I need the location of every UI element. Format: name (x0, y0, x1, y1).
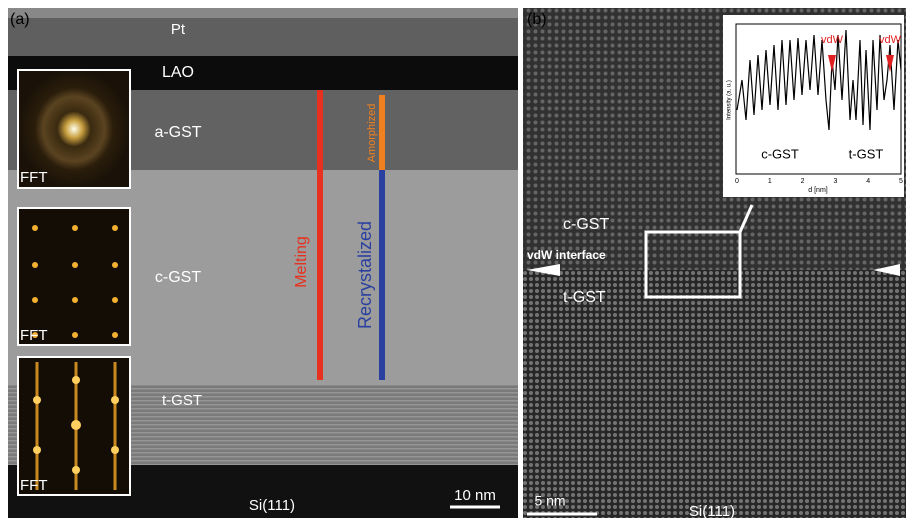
panel-label: (a) (10, 11, 30, 28)
layer-label: t-GST (162, 392, 202, 409)
panel-label: (b) (527, 11, 547, 28)
layer-label: a-GST (154, 124, 201, 141)
phase-label: t-GST (563, 289, 606, 306)
inset-x-tick-label: 4 (866, 178, 870, 185)
fft-label: FFT (20, 169, 48, 186)
inset-phase: t-GST (849, 146, 884, 161)
layer-label: LAO (162, 64, 194, 81)
line-label: Melting (293, 236, 310, 288)
inset-y-label: Intensity (a. u.) (727, 80, 733, 120)
inset-x-label: d [nm] (808, 187, 828, 194)
scale-bar-label: 5 nm (534, 493, 565, 509)
substrate-label: Si(111) (249, 497, 295, 514)
inset-marker: vdW (821, 34, 844, 46)
line-label: Recrystalized (355, 221, 375, 329)
inset-x-tick-label: 5 (899, 178, 903, 185)
fft-label: FFT (20, 477, 48, 494)
layer-label: c-GST (155, 269, 201, 286)
panel-a: (a) Pt LAO a-GST c-GST t-GST FFT FFT FFT… (8, 8, 518, 518)
inset-x-tick-label: 2 (801, 178, 805, 185)
inset-x-tick-label: 1 (768, 178, 772, 185)
inset-x-tick-label: 3 (833, 178, 837, 185)
panel-b: 0 1 2 3 4 5 (b) c-GST vdW interface t-GST 5 n… (523, 8, 906, 518)
interface-label: vdW interface (527, 248, 606, 262)
scale-bar-label: 10 nm (454, 487, 496, 504)
inset-marker: vdW (879, 34, 902, 46)
phase-label: c-GST (563, 216, 609, 233)
inset-x-tick-label: 0 (735, 178, 739, 185)
fft-label: FFT (20, 327, 48, 344)
layer-label: Pt (171, 21, 186, 38)
inset-phase: c-GST (761, 146, 799, 161)
substrate-label: Si(111) (689, 503, 735, 518)
line-label: Amorphized (366, 104, 378, 163)
